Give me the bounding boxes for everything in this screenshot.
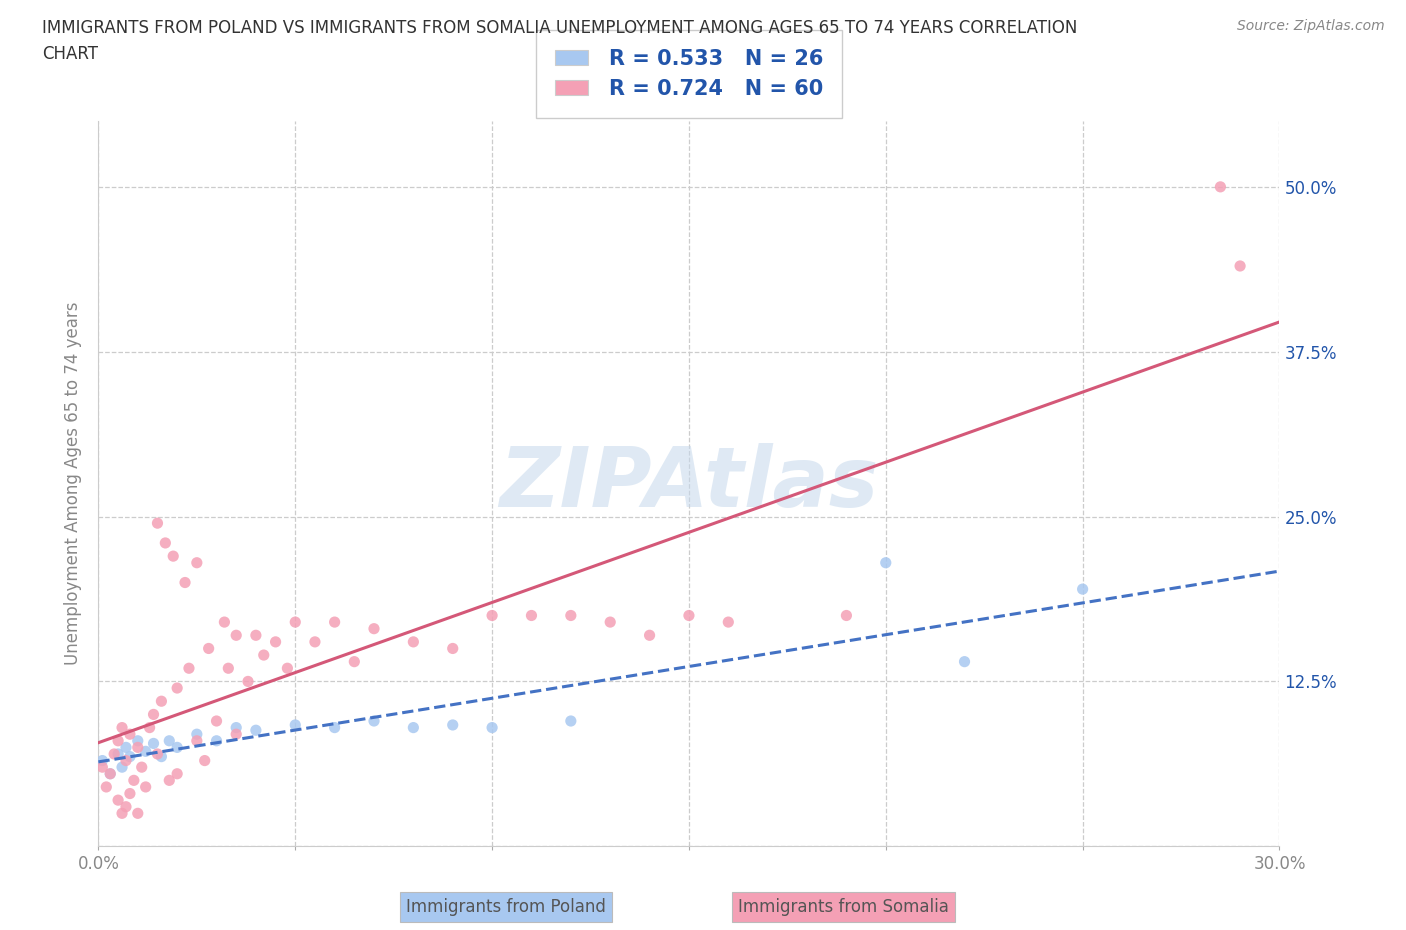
- Point: [111, 720, 134, 735]
- Point: [245, 723, 267, 737]
- Point: [225, 726, 247, 741]
- Point: [146, 516, 169, 531]
- Text: ZIPAtlas: ZIPAtlas: [499, 443, 879, 525]
- Point: [118, 726, 141, 741]
- Point: [111, 806, 134, 821]
- Point: [343, 654, 366, 669]
- Point: [118, 786, 141, 801]
- Point: [1209, 179, 1232, 194]
- Point: [138, 720, 160, 735]
- Point: [103, 747, 125, 762]
- Point: [155, 536, 177, 551]
- Point: [402, 634, 425, 649]
- Point: [197, 641, 219, 656]
- Point: [441, 718, 464, 733]
- Point: [115, 799, 138, 814]
- Point: [363, 713, 385, 728]
- Point: [236, 674, 259, 689]
- Point: [264, 634, 287, 649]
- Point: [166, 681, 188, 696]
- Point: [441, 641, 464, 656]
- Point: [107, 792, 129, 807]
- Point: [96, 779, 118, 794]
- Point: [717, 615, 740, 630]
- Point: [122, 773, 145, 788]
- Point: [142, 736, 165, 751]
- Point: [131, 760, 153, 775]
- Point: [118, 750, 141, 764]
- Point: [560, 713, 582, 728]
- Point: [875, 555, 897, 570]
- Point: [638, 628, 661, 643]
- Point: [157, 734, 180, 749]
- Point: [111, 760, 134, 775]
- Point: [157, 773, 180, 788]
- Point: [194, 753, 217, 768]
- Point: [205, 734, 228, 749]
- Point: [284, 718, 307, 733]
- Point: [276, 661, 298, 676]
- Point: [402, 720, 425, 735]
- Point: [174, 575, 197, 590]
- Point: [225, 720, 247, 735]
- Point: [186, 734, 208, 749]
- Point: [953, 654, 976, 669]
- Text: IMMIGRANTS FROM POLAND VS IMMIGRANTS FROM SOMALIA UNEMPLOYMENT AMONG AGES 65 TO : IMMIGRANTS FROM POLAND VS IMMIGRANTS FRO…: [42, 19, 1077, 36]
- Point: [304, 634, 326, 649]
- Point: [560, 608, 582, 623]
- Point: [127, 806, 149, 821]
- Point: [284, 615, 307, 630]
- Point: [205, 713, 228, 728]
- Text: Immigrants from Somalia: Immigrants from Somalia: [738, 897, 949, 916]
- Point: [166, 740, 188, 755]
- Point: [214, 615, 236, 630]
- Point: [678, 608, 700, 623]
- Point: [135, 744, 157, 759]
- Y-axis label: Unemployment Among Ages 65 to 74 years: Unemployment Among Ages 65 to 74 years: [63, 302, 82, 665]
- Point: [146, 747, 169, 762]
- Point: [127, 734, 149, 749]
- Point: [363, 621, 385, 636]
- Point: [1071, 581, 1094, 596]
- Point: [127, 740, 149, 755]
- Point: [115, 753, 138, 768]
- Point: [162, 549, 184, 564]
- Point: [166, 766, 188, 781]
- Point: [98, 766, 121, 781]
- Text: Immigrants from Poland: Immigrants from Poland: [406, 897, 606, 916]
- Point: [91, 753, 114, 768]
- Point: [135, 779, 157, 794]
- Point: [107, 734, 129, 749]
- Point: [91, 760, 114, 775]
- Point: [186, 726, 208, 741]
- Point: [107, 747, 129, 762]
- Point: [150, 694, 173, 709]
- Point: [142, 707, 165, 722]
- Point: [225, 628, 247, 643]
- Point: [186, 555, 208, 570]
- Point: [150, 750, 173, 764]
- Point: [520, 608, 543, 623]
- Point: [599, 615, 621, 630]
- Point: [115, 740, 138, 755]
- Legend: R = 0.533   N = 26, R = 0.724   N = 60: R = 0.533 N = 26, R = 0.724 N = 60: [536, 30, 842, 118]
- Point: [98, 766, 121, 781]
- Text: Source: ZipAtlas.com: Source: ZipAtlas.com: [1237, 19, 1385, 33]
- Point: [217, 661, 239, 676]
- Point: [1229, 259, 1251, 273]
- Text: CHART: CHART: [42, 45, 98, 62]
- Point: [481, 720, 503, 735]
- Point: [323, 615, 346, 630]
- Point: [323, 720, 346, 735]
- Point: [835, 608, 858, 623]
- Point: [253, 647, 276, 662]
- Point: [245, 628, 267, 643]
- Point: [481, 608, 503, 623]
- Point: [177, 661, 200, 676]
